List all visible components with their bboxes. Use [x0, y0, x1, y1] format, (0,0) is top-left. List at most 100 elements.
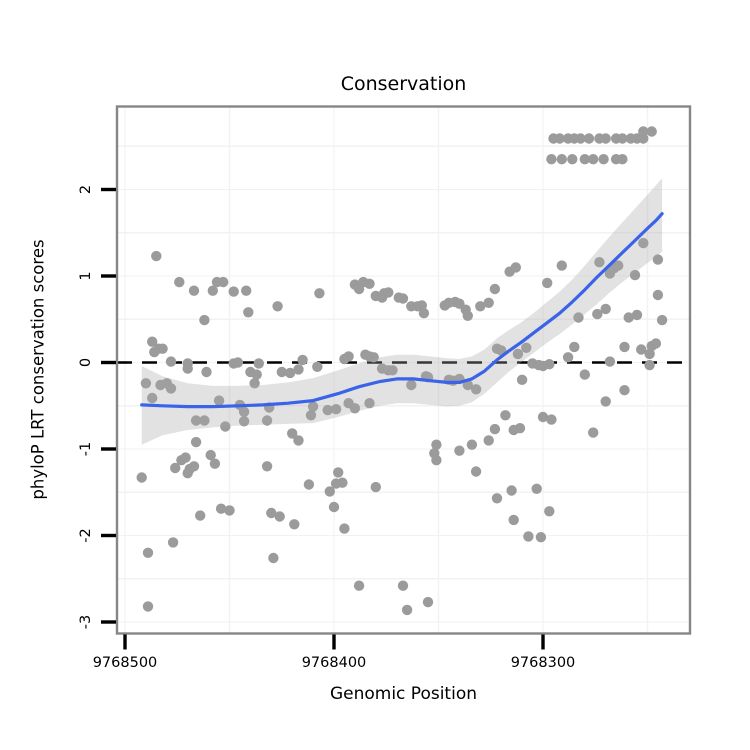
data-point	[454, 445, 465, 456]
data-point	[303, 479, 315, 490]
data-point	[646, 126, 657, 137]
confidence-band	[141, 178, 663, 445]
data-point	[600, 133, 611, 144]
data-point	[297, 354, 308, 366]
data-point	[592, 308, 603, 320]
data-point	[569, 341, 580, 353]
data-point	[249, 378, 260, 389]
data-point	[339, 353, 350, 365]
scatter-points	[136, 126, 668, 616]
data-point	[583, 133, 595, 144]
data-point	[180, 452, 191, 463]
data-point	[228, 286, 239, 297]
plot-panel	[117, 106, 690, 634]
data-point	[305, 410, 317, 421]
data-point	[328, 501, 340, 513]
data-point	[470, 466, 482, 477]
data-point	[567, 154, 578, 165]
data-point	[613, 260, 624, 271]
data-point	[623, 312, 634, 323]
data-point	[401, 604, 413, 616]
data-point	[251, 369, 262, 380]
data-point	[562, 352, 574, 363]
data-point	[500, 410, 511, 421]
data-point	[213, 395, 225, 406]
data-point	[268, 552, 279, 564]
data-point	[293, 435, 304, 446]
data-point	[170, 462, 181, 474]
data-point	[238, 416, 250, 427]
data-point	[220, 421, 231, 432]
y-tick-label: 0	[78, 358, 94, 367]
axis-ticks	[101, 187, 545, 650]
data-point	[339, 523, 350, 534]
x-axis-label: Genomic Position	[329, 684, 478, 704]
x-tick-label: 9768400	[302, 655, 367, 671]
data-point	[147, 392, 158, 404]
data-point	[588, 154, 599, 165]
data-point	[165, 356, 177, 367]
data-point	[636, 344, 647, 355]
data-point	[287, 428, 298, 439]
data-point	[617, 133, 628, 144]
data-point	[573, 312, 584, 323]
data-point	[588, 427, 599, 438]
panel-border	[115, 105, 692, 635]
data-point	[600, 303, 611, 315]
data-point	[617, 154, 628, 165]
data-point	[314, 288, 325, 299]
data-point	[537, 411, 549, 423]
data-point	[274, 511, 285, 522]
data-point	[353, 580, 365, 591]
data-point	[489, 423, 501, 435]
data-point	[544, 506, 555, 517]
data-point	[531, 483, 542, 494]
data-point	[489, 283, 501, 295]
data-point	[364, 398, 375, 409]
data-point	[619, 341, 630, 353]
data-point	[631, 309, 643, 321]
data-point	[604, 356, 616, 367]
y-tick-label: -2	[78, 528, 94, 542]
x-tick-label: 9768300	[511, 655, 576, 671]
data-point	[224, 505, 235, 516]
data-point	[422, 596, 434, 608]
data-point	[512, 348, 524, 360]
data-point	[322, 404, 333, 416]
data-point	[483, 297, 494, 308]
data-point	[142, 547, 154, 558]
data-point	[205, 449, 216, 461]
data-point	[516, 374, 528, 385]
data-point	[261, 461, 273, 472]
data-point	[579, 369, 590, 380]
data-point	[542, 277, 553, 289]
data-point	[209, 458, 221, 469]
data-point	[535, 532, 547, 543]
data-point	[174, 276, 185, 288]
data-point	[147, 336, 158, 347]
data-point	[554, 133, 565, 144]
data-point	[157, 343, 168, 354]
data-point	[364, 278, 375, 289]
data-point	[284, 367, 296, 379]
data-point	[218, 276, 229, 288]
data-point	[349, 403, 361, 414]
data-point	[491, 493, 503, 504]
data-point	[190, 436, 202, 448]
y-tick-label: 2	[78, 185, 94, 194]
data-point	[253, 358, 264, 369]
data-point	[650, 338, 662, 349]
data-point	[638, 126, 649, 137]
data-point	[207, 285, 218, 296]
data-point	[272, 301, 283, 312]
data-point	[431, 439, 442, 450]
data-point	[142, 601, 154, 612]
data-point	[644, 348, 655, 360]
data-point	[136, 472, 147, 483]
data-point	[546, 414, 557, 425]
data-point	[312, 361, 323, 372]
data-point	[195, 510, 206, 521]
data-point	[387, 365, 398, 376]
data-point	[575, 133, 586, 144]
